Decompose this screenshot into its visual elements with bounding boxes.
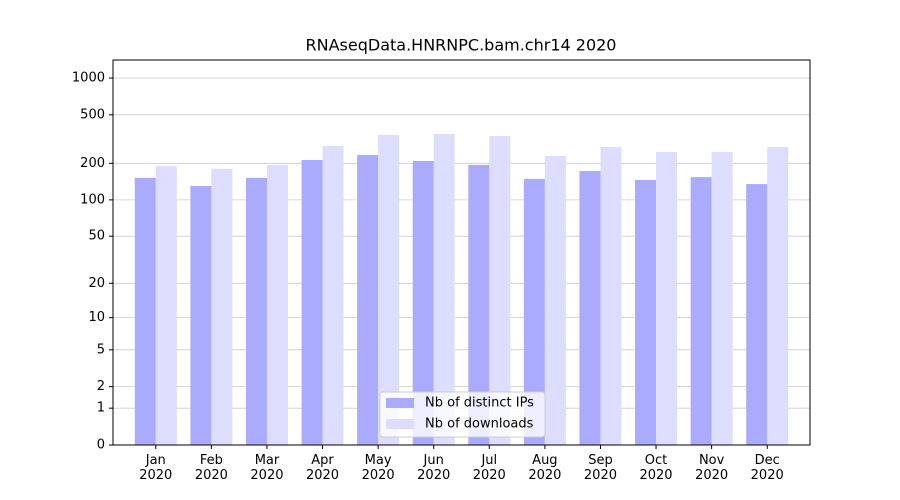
y-tick-label: 5	[97, 342, 105, 357]
axes-frame	[112, 59, 811, 446]
bar	[523, 178, 545, 445]
bar	[155, 166, 177, 445]
bar	[544, 155, 566, 446]
x-tick-label: Sep 2020	[583, 453, 617, 483]
bar	[322, 145, 344, 445]
y-tick-label: 500	[80, 107, 105, 122]
bar	[489, 136, 511, 445]
chart-title: RNAseqData.HNRNPC.bam.chr14 2020	[306, 36, 617, 55]
x-tick-label: Feb 2020	[194, 453, 228, 483]
bar	[301, 159, 323, 445]
bar	[433, 134, 455, 445]
bar	[635, 179, 657, 445]
legend-swatch	[386, 398, 414, 408]
x-tick-label: Mar 2020	[250, 453, 284, 483]
x-tick-label: Aug 2020	[528, 453, 562, 483]
bar	[412, 160, 434, 445]
legend-swatch	[386, 419, 414, 429]
y-tick-label: 1	[97, 401, 105, 416]
x-tick-label: Jan 2020	[139, 453, 173, 483]
y-tick-label: 1000	[72, 71, 105, 86]
x-tick-label: Jul 2020	[472, 453, 506, 483]
bar	[468, 164, 490, 446]
bar	[357, 155, 379, 446]
bar	[656, 151, 678, 445]
x-tick-label: Nov 2020	[695, 453, 729, 483]
legend-label: Nb of distinct IPs	[425, 396, 534, 411]
y-tick-label: 200	[80, 156, 105, 171]
legend-box	[379, 391, 546, 438]
bar	[245, 177, 267, 445]
x-tick-label: May 2020	[361, 453, 395, 483]
y-tick-label: 2	[97, 379, 105, 394]
y-tick-label: 100	[80, 192, 105, 207]
bar	[600, 147, 622, 446]
x-tick-label: Jun 2020	[417, 453, 451, 483]
bar	[711, 151, 733, 445]
y-tick-label: 20	[88, 276, 105, 291]
legend-label: Nb of downloads	[425, 417, 534, 432]
y-tick-label: 50	[88, 229, 105, 244]
bar	[746, 184, 768, 445]
bar	[190, 186, 212, 446]
bar	[579, 170, 601, 445]
x-tick-label: Oct 2020	[639, 453, 673, 483]
bar	[134, 177, 156, 445]
bar	[690, 177, 712, 445]
y-tick-label: 0	[97, 438, 105, 453]
y-tick-label: 10	[88, 310, 105, 325]
bar	[266, 164, 288, 446]
x-tick-label: Dec 2020	[750, 453, 784, 483]
bar	[378, 134, 400, 445]
bar	[211, 168, 233, 446]
x-tick-label: Apr 2020	[305, 453, 340, 483]
bar	[767, 147, 789, 446]
